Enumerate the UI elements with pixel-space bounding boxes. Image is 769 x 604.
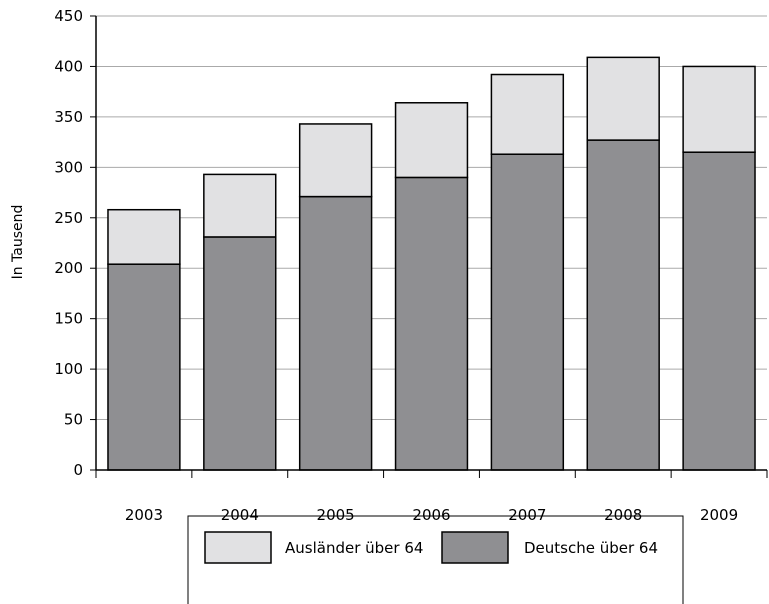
bar-segment-auslaender-2009 [682,65,756,153]
bar-segment-deutsche-2006 [394,176,469,471]
bar-segment-auslaender-2006 [394,102,469,179]
legend-swatch-auslaender [204,531,272,564]
y-tick-labels: 0 50 100 150 200 250 300 350 400 450 [54,7,83,479]
bars [107,56,756,471]
bar-segment-deutsche-2008 [586,139,660,471]
x-tick-label: 2005 [317,506,355,524]
axes [90,15,768,478]
bar-segment-auslaender-2005 [298,123,373,198]
bar-segment-auslaender-2004 [203,173,277,238]
x-tick-label: 2008 [604,506,642,524]
bar-segment-auslaender-2003 [107,208,181,265]
y-tick-label: 0 [73,461,83,479]
bar-segment-deutsche-2003 [107,263,181,471]
legend: Ausländer über 64 Deutsche über 64 [187,515,684,604]
legend-swatch-deutsche [441,531,509,564]
x-tick-label: 2006 [412,506,450,524]
x-tick-label: 2009 [700,506,738,524]
legend-label-deutsche: Deutsche über 64 [524,539,658,557]
y-tick-label: 300 [54,158,83,176]
y-tick-label: 150 [54,310,83,328]
x-tick-labels: 2003 2004 2005 2006 2007 2008 2009 [125,506,738,524]
bar-segment-auslaender-2008 [586,56,660,141]
x-tick-label: 2003 [125,506,163,524]
y-tick-label: 250 [54,209,83,227]
y-tick-label: 100 [54,360,83,378]
x-tick-label: 2004 [221,506,259,524]
bar-segment-auslaender-2007 [490,73,565,155]
y-tick-label: 350 [54,108,83,126]
y-tick-label: 400 [54,57,83,75]
y-tick-label: 200 [54,259,83,277]
bar-segment-deutsche-2004 [203,236,277,471]
bar-segment-deutsche-2005 [298,195,373,471]
bar-segment-deutsche-2007 [490,153,565,471]
legend-label-auslaender: Ausländer über 64 [285,539,423,557]
x-tick-label: 2007 [508,506,546,524]
y-tick-label: 50 [64,411,83,429]
bar-segment-deutsche-2009 [682,151,756,471]
legend-frame [187,515,684,604]
y-axis-title: In Tausend [10,205,26,280]
y-tick-label: 450 [54,7,83,25]
